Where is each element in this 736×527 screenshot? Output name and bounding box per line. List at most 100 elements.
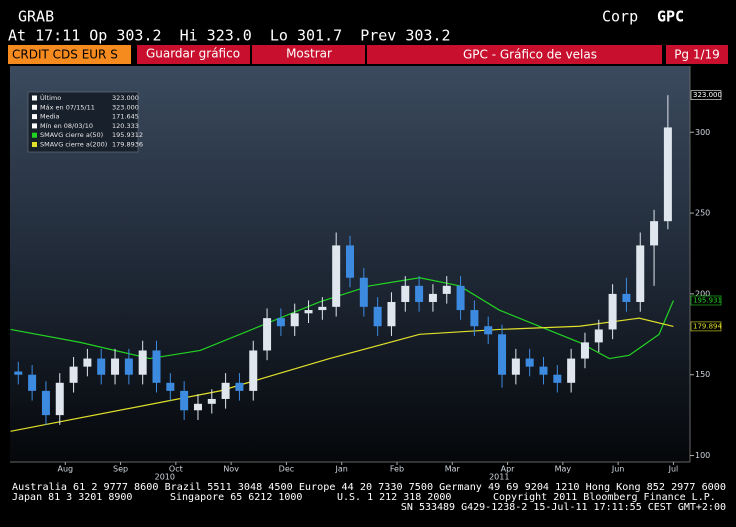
x-tick-label: Sep: [113, 465, 128, 474]
candle-body: [387, 301, 396, 327]
price-tag-label: 323.000: [693, 91, 722, 99]
candle-body: [622, 293, 631, 302]
candle-body: [470, 310, 479, 327]
candle-body: [442, 285, 451, 294]
security-label[interactable]: CRDIT CDS EUR S: [12, 48, 118, 62]
candle-body: [511, 358, 520, 375]
page-box[interactable]: [666, 45, 728, 64]
footer-contact: Singapore 65 6212 1000: [170, 492, 302, 503]
x-tick-label: Jan: [335, 465, 348, 474]
legend-swatch: [32, 142, 37, 147]
candle-body: [567, 358, 576, 383]
y-tick-label: 250: [695, 209, 710, 218]
y-tick-label: 200: [695, 289, 710, 298]
legend-label: Último: [40, 93, 61, 102]
candle-body: [318, 306, 327, 311]
legend-label: SMAVG cierre a(50): [40, 131, 103, 139]
candle-body: [580, 342, 589, 359]
candle-body: [193, 403, 202, 411]
candle-body: [249, 350, 258, 391]
candle-body: [304, 310, 313, 314]
legend-box: [27, 91, 139, 153]
legend-value: 171.645: [112, 113, 139, 121]
candle-body: [97, 358, 106, 375]
x-tick-label: May: [555, 465, 572, 474]
candle-body: [373, 306, 382, 327]
x-tick-label: Feb: [390, 465, 404, 474]
legend-swatch: [32, 132, 37, 138]
candle-body: [359, 277, 368, 307]
legend-label: Media: [40, 113, 60, 121]
x-tick-label: Apr: [501, 465, 516, 474]
footer-contact: U.S. 1 212 318 2000: [337, 492, 451, 503]
candle-body: [28, 374, 37, 391]
candle-body: [166, 382, 175, 391]
market-sector: Corp: [602, 8, 638, 26]
candle-body: [263, 318, 272, 351]
y-tick-label: 150: [695, 370, 710, 379]
candle-body: [276, 318, 285, 327]
candle-body: [636, 245, 645, 302]
candle-body: [498, 334, 507, 375]
legend-label: Máx en 07/15/11: [40, 103, 95, 111]
candle-body: [415, 285, 424, 302]
candle-body: [525, 358, 534, 367]
legend-value: 120.333: [112, 122, 139, 130]
candle-body: [41, 390, 50, 416]
chart-title: GPC - Gráfico de velas: [463, 48, 597, 62]
candle-body: [401, 285, 410, 302]
show-label[interactable]: Mostrar: [286, 47, 332, 61]
x-tick-label: Oct: [169, 465, 183, 474]
legend-value: 323.000: [112, 103, 139, 111]
legend-swatch: [32, 123, 37, 129]
quote-line: At 17:11 Op 303.2 Hi 323.0 Lo 301.7 Prev…: [8, 27, 451, 45]
security-box[interactable]: [8, 45, 131, 64]
ticker: GPC: [657, 8, 684, 26]
candle-body: [608, 293, 617, 330]
save-button[interactable]: [137, 45, 250, 64]
year-label: 2010: [155, 473, 175, 482]
candle-body: [484, 326, 493, 335]
candle-body: [14, 371, 23, 375]
footer-session: SN 533489 G429-1238-2 15-Jul-11 17:11:55…: [401, 502, 726, 513]
price-tag: [690, 321, 722, 332]
candle-body: [290, 313, 299, 327]
x-tick-label: Dec: [279, 465, 294, 474]
candle-body: [152, 350, 161, 383]
candle-body: [346, 245, 354, 278]
legend-value: 179.8936: [112, 141, 143, 149]
candle-body: [663, 127, 672, 222]
candle-body: [55, 382, 64, 416]
candle-body: [332, 245, 341, 307]
footer-copyright: Copyright 2011 Bloomberg Finance L.P.: [493, 492, 716, 503]
candle-body: [83, 358, 92, 367]
legend-label: Mín en 08/03/10: [40, 122, 93, 130]
price-tag: [690, 295, 722, 306]
candle-body: [180, 390, 189, 411]
y-tick-label: 300: [695, 128, 710, 137]
footer-contacts: Australia 61 2 9777 8600 Brazil 5511 304…: [12, 482, 726, 493]
x-tick-label: Aug: [57, 465, 73, 474]
moving-average: [10, 277, 674, 360]
x-tick-label: Jun: [611, 465, 625, 474]
y-tick-label: 100: [695, 451, 710, 460]
candle-body: [428, 293, 437, 302]
legend-swatch: [32, 95, 37, 101]
legend-label: SMAVG cierre a(200): [40, 141, 107, 149]
show-button[interactable]: [252, 45, 365, 64]
title-bar: [367, 45, 662, 64]
x-tick-label: Mar: [445, 465, 461, 474]
candle-body: [207, 398, 216, 404]
page-label[interactable]: Pg 1/19: [674, 48, 720, 62]
save-label[interactable]: Guardar gráfico: [146, 47, 240, 61]
candle-body: [124, 358, 133, 375]
candle-body: [594, 329, 603, 343]
legend-value: 323.000: [112, 94, 139, 102]
price-tag-label: 179.894: [693, 322, 722, 330]
candle-body: [539, 366, 548, 375]
x-tick-label: Nov: [223, 465, 239, 474]
function-code: GRAB: [18, 8, 54, 26]
price-tag-label: 195.931: [693, 296, 722, 304]
candle-body: [111, 358, 120, 375]
